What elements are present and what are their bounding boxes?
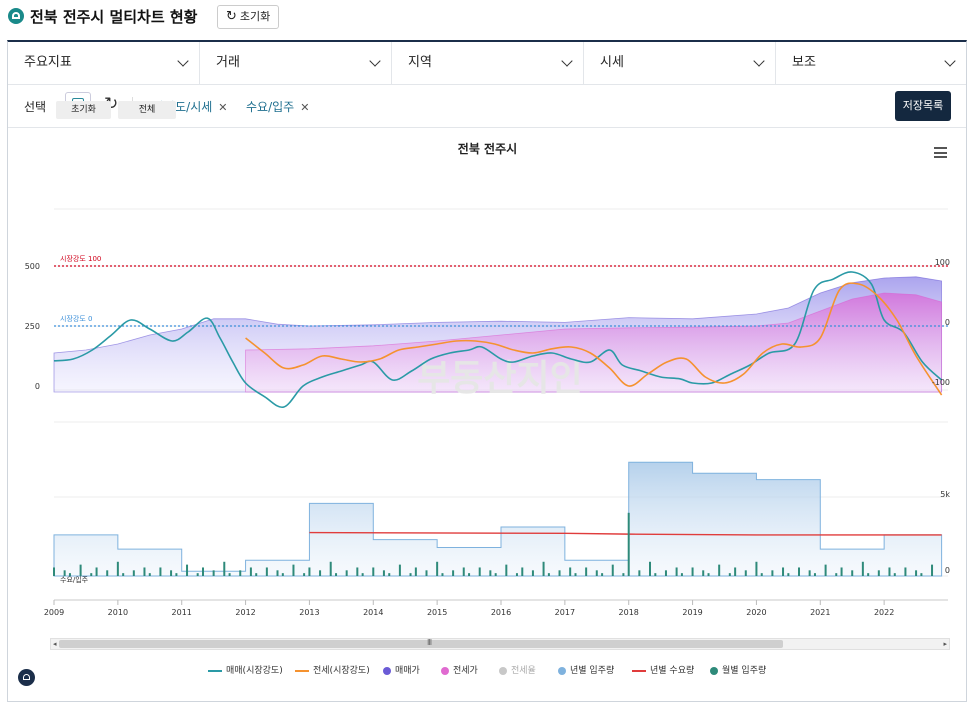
legend-item[interactable]: 매매가 xyxy=(383,663,420,676)
chevron-down-icon xyxy=(177,55,189,67)
legend-label: 전세(시장강도) xyxy=(313,666,370,676)
legend-line-icon xyxy=(295,669,309,672)
legend-dot-icon xyxy=(383,666,391,675)
selection-row: 선택 ↻ 시장강도/시세 ✕ 수요/입주 ✕ 저장목록 xyxy=(8,85,966,128)
save-list-button[interactable]: 저장목록 xyxy=(895,91,951,121)
chart-all-button[interactable]: 전체 xyxy=(118,101,176,119)
chevron-down-icon xyxy=(944,55,956,67)
menu-label: 시세 xyxy=(600,55,624,70)
chevron-left-icon[interactable]: ◂ xyxy=(53,640,57,648)
close-icon[interactable]: ✕ xyxy=(300,101,310,114)
title-bar: 전북 전주시 멀티차트 현황 ↻ 초기화 xyxy=(0,0,975,34)
chip-label: 수요/입주 xyxy=(246,100,295,114)
menu-trade[interactable]: 거래 xyxy=(200,42,392,84)
menu-label: 보조 xyxy=(792,55,816,70)
legend-dot-icon xyxy=(499,666,507,675)
menu-label: 거래 xyxy=(216,55,240,70)
legend-item[interactable]: 전세(시장강도) xyxy=(295,663,370,676)
legend-item[interactable]: 년별 입주량 xyxy=(558,663,614,676)
menu-icon[interactable] xyxy=(934,147,947,158)
selection-label: 선택 xyxy=(24,100,47,114)
chevron-down-icon xyxy=(753,55,765,67)
menu-main-indicators[interactable]: 주요지표 xyxy=(8,42,200,84)
legend-label: 년별 수요량 xyxy=(650,666,695,676)
chevron-down-icon xyxy=(561,55,573,67)
legend-item[interactable]: 월별 입주량 xyxy=(710,663,766,676)
legend-item[interactable]: 년별 수요량 xyxy=(632,663,694,676)
close-icon[interactable]: ✕ xyxy=(218,101,228,114)
chevron-down-icon xyxy=(369,55,381,67)
chevron-right-icon[interactable]: ▸ xyxy=(943,640,947,648)
legend-label: 매매(시장강도) xyxy=(226,666,283,676)
menu-bar: 주요지표 거래 지역 시세 보조 xyxy=(8,42,966,85)
menu-auxiliary[interactable]: 보조 xyxy=(776,42,966,84)
chart-title: 전북 전주시 xyxy=(457,142,518,156)
menu-label: 지역 xyxy=(408,55,432,70)
legend-dot-icon xyxy=(558,666,566,675)
home-icon[interactable] xyxy=(18,669,35,686)
page-title: 전북 전주시 멀티차트 현황 xyxy=(30,8,198,26)
menu-region[interactable]: 지역 xyxy=(392,42,584,84)
legend-line-icon xyxy=(208,669,222,672)
legend-label: 매매가 xyxy=(395,666,420,676)
legend-label: 년별 입주량 xyxy=(570,666,615,676)
refresh-icon: ↻ xyxy=(226,9,237,24)
legend-dot-icon xyxy=(441,666,449,675)
chart-legend: 매매(시장강도) 전세(시장강도) 매매가 전세가 전세율 년별 입주량 년별 수요량 월별 … xyxy=(0,663,975,679)
reset-button-label: 초기화 xyxy=(239,10,271,23)
menu-price[interactable]: 시세 xyxy=(584,42,776,84)
legend-item[interactable]: 전세가 xyxy=(441,663,478,676)
reset-button[interactable]: ↻ 초기화 xyxy=(217,5,280,29)
legend-line-icon xyxy=(632,669,646,672)
chip-supply-demand: 수요/입주 ✕ xyxy=(246,98,309,115)
legend-dot-icon xyxy=(710,666,718,675)
scroll-thumb[interactable]: III xyxy=(59,638,783,648)
chart-reset-button[interactable]: 초기화 xyxy=(56,101,111,119)
menu-label: 주요지표 xyxy=(24,55,72,70)
home-logo-icon xyxy=(8,8,24,24)
legend-item[interactable]: 전세율 xyxy=(499,663,536,676)
legend-label: 전세율 xyxy=(511,666,536,676)
legend-item[interactable]: 매매(시장강도) xyxy=(208,663,283,676)
legend-label: 전세가 xyxy=(453,666,478,676)
chart-scrollbar[interactable]: ◂ III ▸ xyxy=(50,638,950,650)
legend-label: 월별 입주량 xyxy=(722,666,767,676)
